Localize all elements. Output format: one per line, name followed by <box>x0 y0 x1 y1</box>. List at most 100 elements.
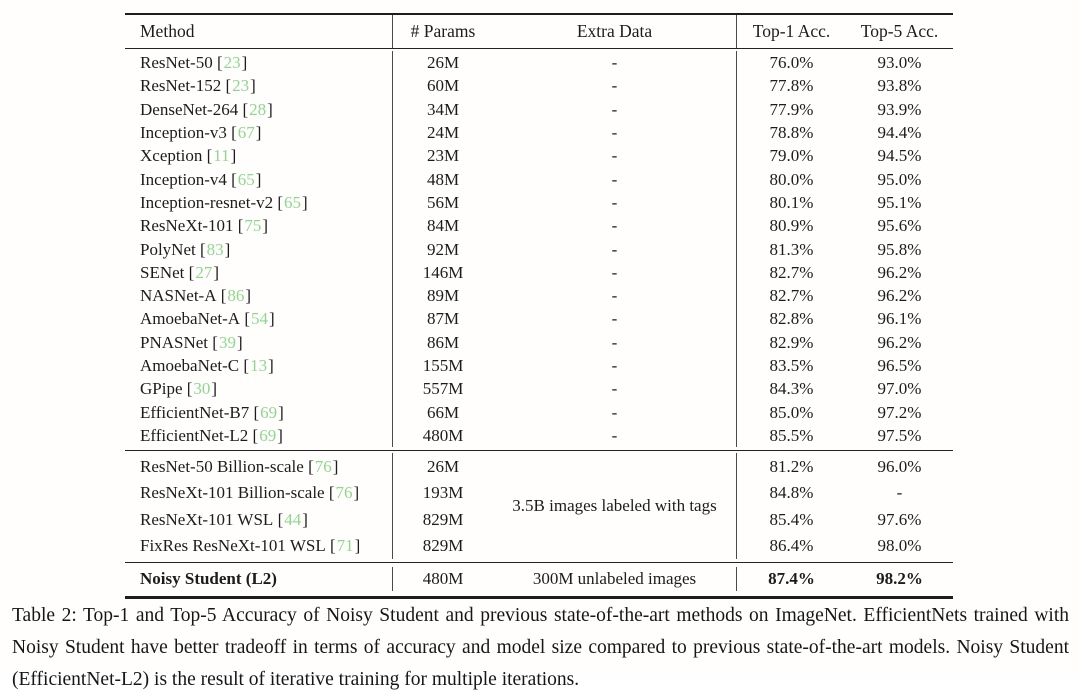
extra-data-cell: 300M unlabeled images <box>493 566 737 591</box>
params-cell-text: 34M <box>426 99 460 119</box>
citation-number: 75 <box>244 216 262 236</box>
method-cell: EfficientNet-B7 [69] <box>125 400 393 424</box>
method-cell: Inception-v3 [67] <box>125 120 393 145</box>
method-name: AmoebaNet-A <box>140 309 241 329</box>
extra-data-cell-text: 300M unlabeled images <box>532 569 697 589</box>
extra-data-cell-text: - <box>611 192 618 212</box>
top5-acc-cell: 96.2% <box>846 284 953 307</box>
method-cell: ResNet-50 Billion-scale [76] <box>125 453 393 480</box>
extra-data-cell: - <box>493 307 737 331</box>
table-header-row: Method # Params Extra Data Top-1 Acc. To… <box>125 15 953 49</box>
top5-acc-cell-text: 95.0% <box>877 169 922 189</box>
params-cell: 146M <box>393 261 493 284</box>
params-cell-text: 193M <box>422 483 464 503</box>
top1-acc-cell-text: 82.9% <box>769 332 814 352</box>
table-row: PolyNet [83] 92M - 81.3% 95.8% <box>125 237 953 261</box>
top1-acc-cell: 82.7% <box>737 284 846 307</box>
top5-acc-cell: 97.6% <box>846 506 953 532</box>
citation-number: 65 <box>237 169 255 189</box>
top5-acc-cell-text: - <box>896 483 903 503</box>
top1-acc-cell: 80.1% <box>737 191 846 214</box>
params-cell: 193M <box>393 479 493 505</box>
top1-acc-cell-text: 76.0% <box>769 53 814 73</box>
method-name: ResNeXt-101 Billion-scale <box>140 483 325 503</box>
params-cell-text: 155M <box>422 356 464 375</box>
top1-acc-cell: 80.9% <box>737 214 846 237</box>
params-cell: 86M <box>393 331 493 354</box>
params-cell: 56M <box>393 191 493 214</box>
top1-acc-cell-text: 80.1% <box>769 192 814 212</box>
citation-number: 86 <box>227 286 245 306</box>
table-row: ResNeXt-101 [75] 84M - 80.9% 95.6% <box>125 214 953 238</box>
extra-data-cell-text: - <box>611 146 618 166</box>
params-cell: 66M <box>393 400 493 423</box>
params-cell: 48M <box>393 167 493 190</box>
params-cell-text: 56M <box>426 192 460 212</box>
top5-acc-cell-text: 94.5% <box>877 146 922 166</box>
table-row: Noisy Student (L2) 480M 300M unlabeled ima… <box>125 566 953 591</box>
top5-acc-cell-text: 96.5% <box>877 356 922 375</box>
extra-data-cell-text: - <box>611 286 618 306</box>
top5-acc-cell: 97.2% <box>846 400 953 423</box>
top1-acc-cell: 81.2% <box>737 453 846 479</box>
top5-acc-cell-text: 96.2% <box>877 262 922 282</box>
top5-acc-cell: 95.6% <box>846 214 953 237</box>
citation-number: 69 <box>260 402 278 422</box>
top1-acc-cell-text: 79.0% <box>769 146 814 166</box>
header-extra-data: Extra Data <box>493 15 737 48</box>
table-row: NASNet-A [86] 89M - 82.7% 96.2% <box>125 283 953 308</box>
table-row: PNASNet [39] 86M - 82.9% 96.2% <box>125 330 953 354</box>
top1-acc-cell-text: 84.8% <box>769 483 814 503</box>
top1-acc-cell: 81.3% <box>737 237 846 260</box>
method-cell: ResNet-152 [23] <box>125 74 393 98</box>
citation-number: 54 <box>251 309 268 329</box>
method-name: NASNet-A <box>140 286 217 306</box>
method-cell: Inception-resnet-v2 [65] <box>125 190 393 215</box>
top5-acc-cell: 93.9% <box>846 98 953 121</box>
top5-acc-cell-text: 94.4% <box>877 123 922 143</box>
top1-acc-cell: 86.4% <box>737 532 846 558</box>
extra-data-cell-text: - <box>611 379 618 399</box>
top1-acc-cell-text: 85.4% <box>769 509 814 529</box>
citation-number: 76 <box>314 456 332 476</box>
top5-acc-cell: 95.0% <box>846 167 953 190</box>
method-name: PolyNet <box>140 239 196 259</box>
top5-acc-cell: 95.8% <box>846 237 953 260</box>
extra-data-cell-text: - <box>611 309 618 329</box>
table-section-noisy-student: Noisy Student (L2) 480M 300M unlabeled ima… <box>125 563 953 596</box>
params-cell-text: 480M <box>422 569 464 589</box>
extra-data-cell-text: - <box>611 169 618 189</box>
top1-acc-cell-text: 77.8% <box>769 76 814 96</box>
method-cell: SENet [27] <box>125 260 393 284</box>
method-cell: FixRes ResNeXt-101 WSL [71] <box>125 532 393 559</box>
params-cell: 89M <box>393 284 493 307</box>
citation-number: 27 <box>195 262 213 282</box>
top5-acc-cell-text: 96.1% <box>877 309 922 329</box>
top1-acc-cell-text: 84.3% <box>769 379 814 399</box>
method-name: AmoebaNet-C <box>140 356 240 375</box>
top5-acc-cell: - <box>846 479 953 505</box>
top5-acc-cell-text: 96.0% <box>877 456 922 476</box>
top5-acc-cell: 95.1% <box>846 191 953 214</box>
top1-acc-cell-text: 82.7% <box>769 286 814 306</box>
top5-acc-cell: 94.4% <box>846 121 953 144</box>
top1-acc-cell-text: 86.4% <box>769 535 814 555</box>
params-cell-text: 60M <box>426 76 460 96</box>
table-row: AmoebaNet-C [13] 155M - 83.5% 96.5% <box>125 353 953 378</box>
method-cell: PolyNet [83] <box>125 237 393 261</box>
method-cell: Inception-v4 [65] <box>125 167 393 191</box>
top1-acc-cell: 82.7% <box>737 261 846 284</box>
params-cell-text: 89M <box>426 286 460 306</box>
top1-acc-cell: 83.5% <box>737 354 846 377</box>
top1-acc-cell: 77.8% <box>737 74 846 97</box>
extra-data-cell-text: - <box>611 262 618 282</box>
table-row: DenseNet-264 [28] 34M - 77.9% 93.9% <box>125 97 953 121</box>
params-cell-text: 480M <box>422 425 464 445</box>
top5-acc-cell-text: 97.0% <box>877 379 922 399</box>
top1-acc-cell: 85.0% <box>737 400 846 423</box>
extra-data-cell-text: - <box>611 216 618 236</box>
method-name: PNASNet <box>140 332 209 352</box>
top1-acc-cell: 79.0% <box>737 144 846 167</box>
method-name: Inception-resnet-v2 <box>140 192 274 212</box>
extra-data-cell: - <box>493 400 737 424</box>
